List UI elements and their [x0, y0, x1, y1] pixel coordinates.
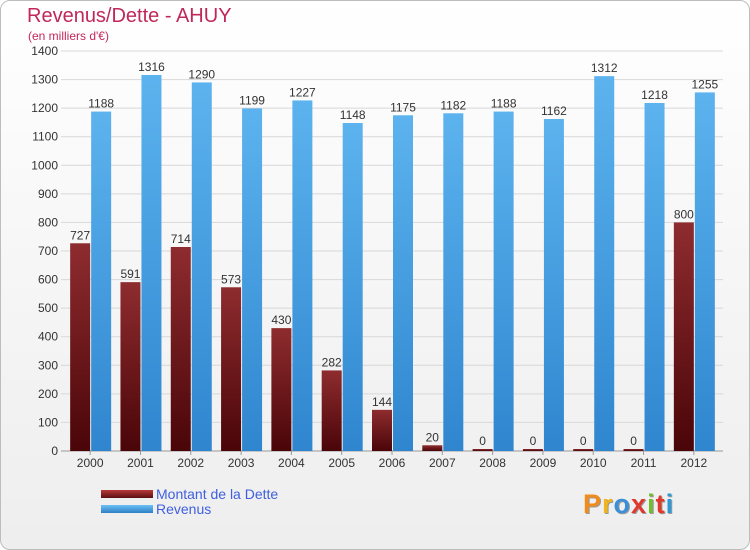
data-label-dette: 144 [372, 395, 392, 409]
bar-revenus [543, 119, 564, 451]
bar-dette [623, 449, 644, 451]
x-tick-label: 2003 [228, 456, 255, 470]
x-tick-label: 2002 [177, 456, 204, 470]
x-tick-label: 2012 [680, 456, 707, 470]
y-tick-label: 1200 [31, 101, 58, 115]
data-label-revenus: 1175 [390, 100, 416, 114]
data-label-dette: 714 [171, 232, 191, 246]
logo-letter: P [583, 489, 603, 519]
bar-dette [573, 449, 594, 451]
y-tick-label: 600 [38, 273, 58, 287]
data-label-dette: 591 [120, 267, 140, 281]
x-tick-label: 2006 [379, 456, 406, 470]
bar-dette [422, 445, 443, 451]
data-label-revenus: 1188 [491, 97, 517, 111]
y-tick-label: 0 [51, 444, 58, 458]
y-tick-label: 100 [38, 415, 58, 429]
y-tick-label: 800 [38, 215, 58, 229]
data-label-dette: 20 [426, 430, 440, 444]
bar-chart: 0100200300400500600700800900100011001200… [31, 44, 723, 470]
bar-revenus [141, 75, 162, 451]
x-tick-label: 2000 [77, 456, 104, 470]
bar-dette [221, 287, 242, 451]
bar-dette [522, 449, 543, 451]
logo-letter: r [602, 489, 614, 519]
bar-revenus [644, 103, 665, 451]
x-tick-label: 2004 [278, 456, 305, 470]
y-tick-label: 300 [38, 358, 58, 372]
data-label-revenus: 1182 [440, 98, 466, 112]
bar-revenus [694, 92, 715, 451]
bar-dette [271, 328, 292, 451]
y-tick-label: 500 [38, 301, 58, 315]
bar-revenus [191, 82, 212, 451]
legend-label-revenus: Revenus [156, 501, 212, 517]
data-label-revenus: 1227 [289, 85, 316, 99]
chart-title: Revenus/Dette - AHUY [27, 5, 232, 27]
data-label-dette: 430 [271, 313, 291, 327]
bar-dette [673, 222, 694, 451]
logo-letter: t [655, 489, 666, 519]
chart-subtitle: (en milliers d'€) [28, 29, 109, 43]
y-tick-label: 900 [38, 187, 58, 201]
y-tick-label: 700 [38, 244, 58, 258]
data-label-revenus: 1199 [239, 93, 265, 107]
x-tick-label: 2001 [127, 456, 154, 470]
data-label-dette: 0 [630, 434, 637, 448]
y-tick-label: 1300 [31, 73, 58, 87]
bar-revenus [342, 123, 363, 451]
data-label-revenus: 1188 [88, 97, 114, 111]
data-label-dette: 727 [70, 228, 90, 242]
data-label-revenus: 1218 [641, 88, 668, 102]
y-tick-label: 200 [38, 387, 58, 401]
legend-swatch-dette [101, 490, 153, 498]
bar-revenus [443, 113, 464, 452]
x-tick-label: 2005 [328, 456, 355, 470]
data-label-revenus: 1316 [138, 60, 165, 74]
logo-letter: o [613, 489, 632, 519]
bar-revenus [493, 111, 514, 452]
bar-revenus [292, 100, 313, 451]
data-label-dette: 0 [479, 434, 486, 448]
x-tick-label: 2011 [631, 456, 657, 470]
data-label-dette: 800 [674, 207, 694, 221]
data-label-revenus: 1290 [188, 67, 215, 81]
bar-dette [170, 247, 191, 451]
data-label-revenus: 1162 [541, 104, 567, 118]
legend-label-dette: Montant de la Dette [156, 486, 279, 502]
logo-letter: i [665, 489, 675, 519]
data-label-revenus: 1148 [340, 108, 366, 122]
legend-swatch-revenus [101, 505, 153, 513]
bar-dette [321, 370, 342, 451]
logo-letter: i [647, 489, 656, 519]
x-tick-label: 2010 [580, 456, 607, 470]
y-tick-label: 1100 [32, 130, 58, 144]
data-label-revenus: 1255 [691, 77, 718, 91]
logo-letter: x [631, 489, 648, 519]
bar-revenus [242, 108, 263, 451]
data-label-dette: 0 [580, 434, 587, 448]
bar-revenus [594, 76, 615, 452]
x-tick-label: 2009 [530, 456, 557, 470]
x-tick-label: 2007 [429, 456, 456, 470]
data-label-dette: 573 [221, 272, 241, 286]
bar-dette [472, 449, 493, 451]
bar-revenus [393, 115, 413, 452]
y-tick-label: 1400 [31, 44, 58, 58]
proxiti-logo: Proxiti [583, 489, 674, 520]
x-tick-label: 2008 [479, 456, 506, 470]
bar-revenus [91, 111, 112, 452]
bar-dette [70, 243, 91, 451]
bar-dette [120, 282, 141, 451]
data-label-dette: 0 [530, 434, 537, 448]
y-tick-label: 400 [38, 330, 58, 344]
data-label-dette: 282 [322, 355, 342, 369]
y-tick-label: 1000 [31, 158, 58, 172]
bar-dette [372, 409, 392, 451]
data-label-revenus: 1312 [591, 61, 618, 75]
